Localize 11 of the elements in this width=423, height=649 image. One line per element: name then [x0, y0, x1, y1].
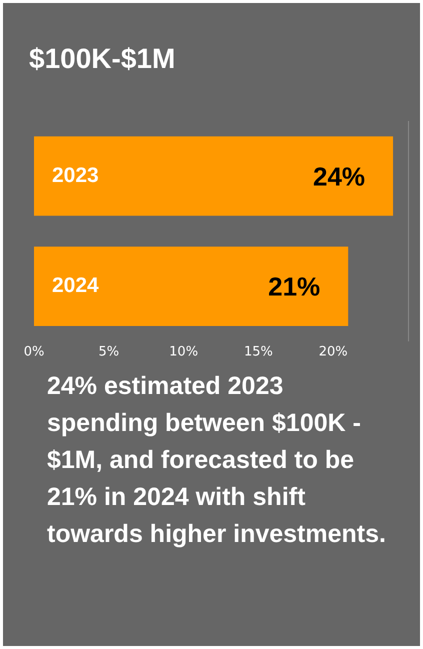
y-tick-label: 2024 [52, 274, 100, 298]
x-tick-label: 0% [24, 344, 44, 360]
data-label: 21% [268, 271, 320, 302]
text: 24% estimated 2023 spending between $100K - $1M, and forecasted to be 21% in 2024 with shift towards higher investments. [47, 371, 387, 550]
y-tick-label: 2023 [52, 164, 99, 187]
data-label: 24% [312, 161, 366, 192]
x-tick-label: 15% [244, 344, 273, 360]
x-tick-label: 20% [318, 344, 348, 360]
x-tick-label: 5% [98, 344, 120, 360]
x-tick-label: 10% [169, 344, 198, 360]
chart-title: $100K-$1M [29, 43, 176, 75]
